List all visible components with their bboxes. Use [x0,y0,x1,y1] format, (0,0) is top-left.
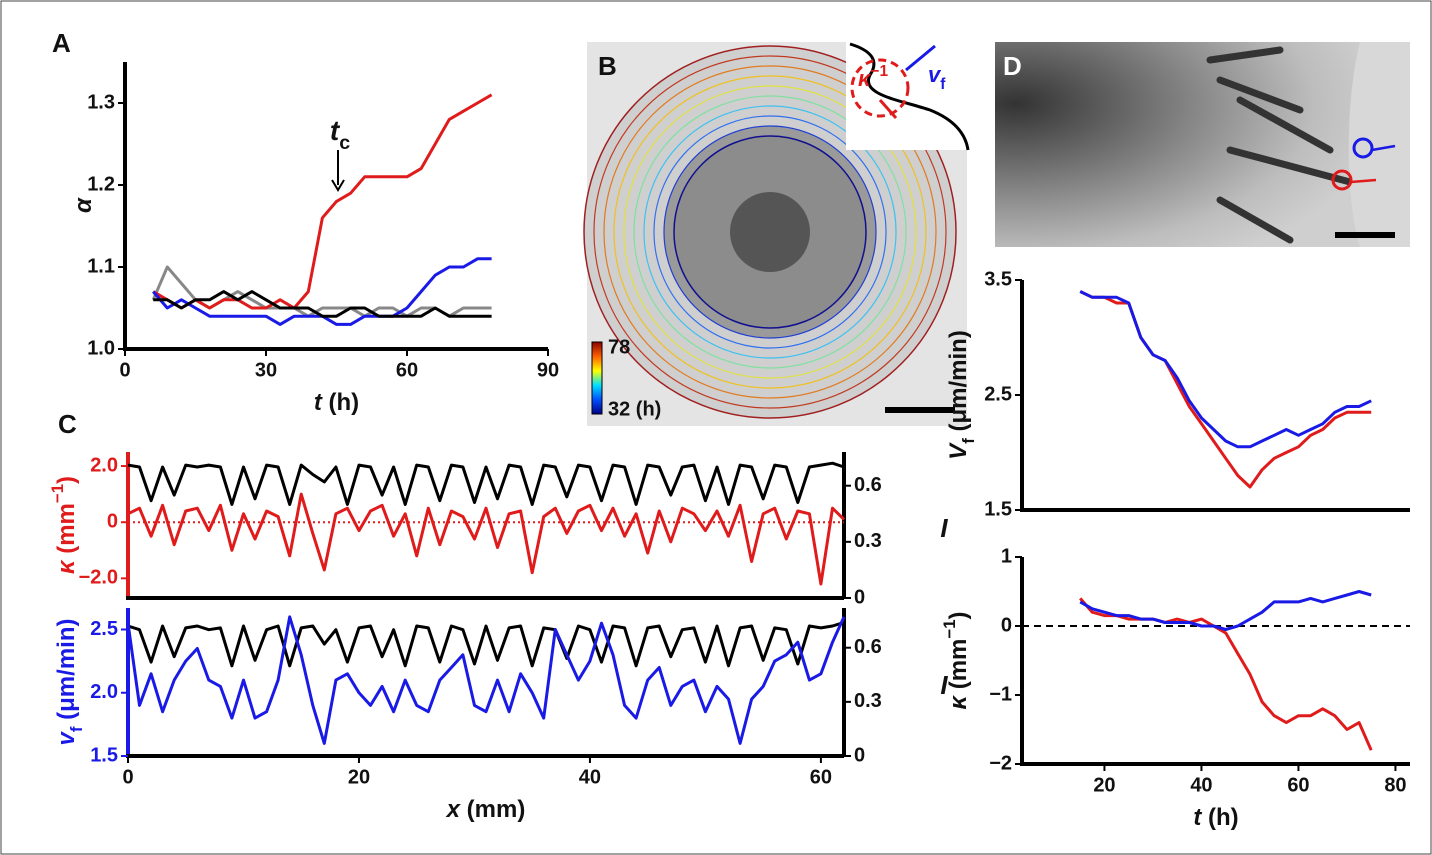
axis-label: Vf (μm/min) [945,330,978,460]
x-tick-label: 60 [1287,774,1309,796]
label-part: v [928,62,942,87]
x-tick-label: 0 [119,359,130,381]
label-part: (mm [53,503,80,560]
axis-label: α [70,197,97,213]
y2-tick-label: 0 [854,586,865,608]
label-part: κ [945,695,972,710]
series-line [1079,597,1373,751]
label-part: ) [53,476,80,484]
label-part: κ [858,66,872,91]
series-line [126,615,846,745]
x-tick-label: 80 [1384,774,1406,796]
y-tick-label: 2.0 [90,454,118,476]
x-tick-label: 0 [122,766,133,788]
series-line [151,265,492,318]
label-subscript: f [940,76,946,93]
label-part: t [314,389,323,416]
label-part: x [445,796,462,823]
label-part: (h) [322,389,359,416]
axis-label: I [940,670,948,700]
label-part: v [53,730,80,745]
y-tick-label: 1.1 [87,255,115,277]
panel-label: B [598,51,617,81]
colony-image [583,42,970,426]
x-tick-label: 20 [1093,774,1115,796]
y-tick-label: 1.5 [90,744,118,766]
series-line [127,461,845,506]
colorbar-label: 32 (h) [608,398,661,420]
label-part: (mm) [460,796,525,823]
y2-tick-label: 0.6 [854,636,882,658]
label-part: t [330,115,341,146]
label-part: α [70,197,97,213]
axis-label: vf [928,62,946,93]
series-line [152,93,493,310]
y-tick-label: 1 [1001,545,1012,567]
label-superscript: −1 [940,619,959,638]
y-tick-label: 2.5 [90,618,118,640]
label-part: V [945,442,972,460]
y-tick-label: 1.0 [87,337,115,359]
axis-label: κ (mm−1) [48,476,80,574]
x-tick-label: 90 [537,359,559,381]
axis-label: tc [330,115,350,154]
axis-label: κ−1 [858,63,888,91]
axis-label: t (h) [314,389,359,416]
label-part: (μm/min) [53,619,80,727]
x-tick-label: 20 [348,766,370,788]
x-tick-label: 60 [396,359,418,381]
y-tick-label: 1.3 [87,91,115,113]
panel-label: C [58,409,77,439]
y-tick-label: −2.0 [79,567,118,589]
label-part: I [940,670,948,700]
y-tick-label: 2.0 [90,681,118,703]
series-line [1079,590,1372,631]
annotation-arrowhead [331,179,345,192]
axis-label: κ (mm−1) [940,611,972,709]
axis-label: I [940,513,948,543]
y-tick-label: 0 [1001,614,1012,636]
label-part: κ [53,559,80,574]
axis-label: x (mm) [445,796,526,823]
label-part: (mm [945,639,972,696]
label-subscript: c [339,132,350,154]
branch-image [995,42,1410,247]
y2-tick-label: 0.6 [854,474,882,496]
y-tick-label: −2 [989,752,1012,774]
label-part: t [1193,804,1202,831]
series-line [127,492,846,586]
y-tick-label: 0 [107,510,118,532]
y-tick-label: 3.5 [984,268,1012,290]
y2-tick-label: 0.3 [854,530,882,552]
y2-tick-label: 0.3 [854,690,882,712]
x-tick-label: 30 [255,359,277,381]
label-part: (μm/min) [945,330,972,438]
y-tick-label: 1.2 [87,173,115,195]
label-subscript: f [959,438,978,444]
x-tick-label: 40 [1190,774,1212,796]
y-tick-label: 1.5 [984,498,1012,520]
colorbar-label: 78 [608,336,630,358]
axis-label: t (h) [1193,804,1238,831]
panel-label: D [1003,51,1022,81]
series-line [1079,290,1372,449]
y-tick-label: −1 [989,683,1012,705]
label-superscript: −1 [48,484,67,503]
y-tick-label: 2.5 [984,383,1012,405]
label-superscript: −1 [870,63,888,80]
label-part: ) [945,611,972,619]
panel-label: A [52,28,71,58]
axis-label: vf (μm/min) [53,619,86,746]
series-line [153,290,492,318]
y2-tick-label: 0 [854,744,865,766]
x-tick-label: 40 [579,766,601,788]
series-line [1079,290,1372,489]
label-part: (h) [1201,804,1238,831]
label-part: I [940,513,948,543]
label-subscript: f [67,726,86,732]
x-tick-label: 60 [810,766,832,788]
series-line [127,620,845,668]
